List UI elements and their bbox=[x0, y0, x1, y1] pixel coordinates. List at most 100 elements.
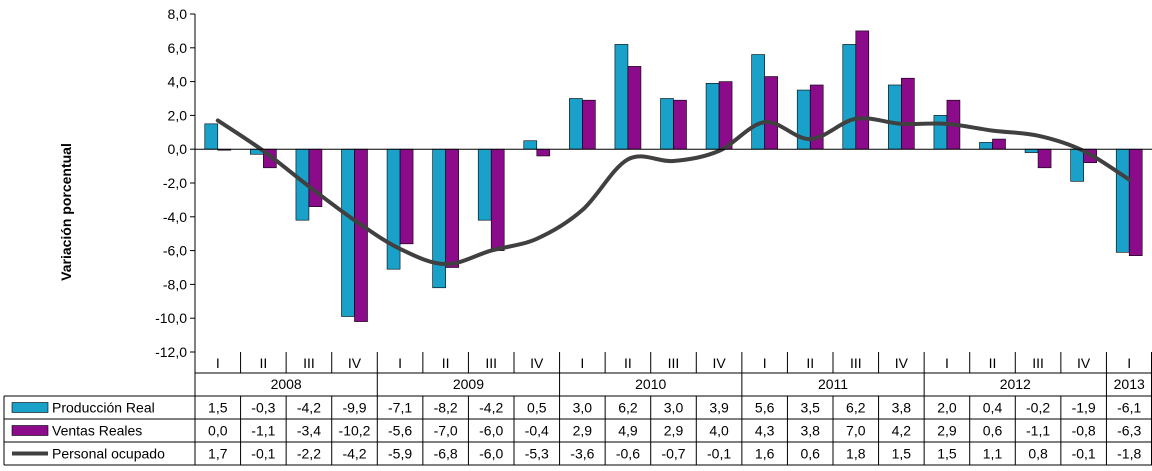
table-cell-value: -0,3 bbox=[251, 400, 275, 416]
table-cell-value: 1,8 bbox=[846, 446, 866, 462]
quarter-label: I bbox=[1127, 355, 1131, 371]
y-tick-label: -6,0 bbox=[163, 243, 187, 259]
quarter-label: I bbox=[398, 355, 402, 371]
quarter-label: IV bbox=[712, 355, 726, 371]
table-cell-value: 4,2 bbox=[892, 423, 912, 439]
table-cell-value: 3,8 bbox=[800, 423, 820, 439]
quarter-label: IV bbox=[530, 355, 544, 371]
bar-produccion-real bbox=[1070, 148, 1084, 182]
quarter-label: III bbox=[485, 355, 497, 371]
quarter-label: II bbox=[806, 355, 814, 371]
bar-ventas-reales bbox=[582, 99, 596, 150]
table-cell-value: -1,9 bbox=[1072, 400, 1096, 416]
bar-produccion-real bbox=[204, 123, 219, 150]
table-cell-value: -5,9 bbox=[388, 446, 412, 462]
table-cell-value: 0,5 bbox=[527, 400, 547, 416]
legend-key-swatch bbox=[11, 402, 49, 413]
table-cell-value: 0,0 bbox=[208, 423, 228, 439]
y-tick-label: -10,0 bbox=[155, 310, 187, 326]
table-cell-value: 4,0 bbox=[709, 423, 729, 439]
quarter-label: II bbox=[442, 355, 450, 371]
table-cell-value: 6,2 bbox=[846, 400, 866, 416]
table-cell-value: -8,2 bbox=[434, 400, 458, 416]
table-cell-value: -10,2 bbox=[339, 423, 371, 439]
bar-produccion-real bbox=[477, 148, 492, 221]
table-cell-value: -0,7 bbox=[661, 446, 685, 462]
table-cell-value: -2,2 bbox=[297, 446, 321, 462]
table-cell-value: -4,2 bbox=[479, 400, 503, 416]
table-cell-value: -5,6 bbox=[388, 423, 412, 439]
table-cell-value: 0,4 bbox=[983, 400, 1003, 416]
table-cell-value: -0,1 bbox=[707, 446, 731, 462]
year-label: 2009 bbox=[453, 376, 484, 392]
quarter-label: II bbox=[624, 355, 632, 371]
table-cell-value: 7,0 bbox=[846, 423, 866, 439]
table-cell-value: 1,5 bbox=[208, 400, 228, 416]
table-cell-value: 3,5 bbox=[800, 400, 820, 416]
quarter-label: I bbox=[216, 355, 220, 371]
quarter-label: III bbox=[668, 355, 680, 371]
quarter-label: IV bbox=[1077, 355, 1091, 371]
table-cell-value: 3,0 bbox=[664, 400, 684, 416]
quarter-label: II bbox=[259, 355, 267, 371]
table-cell-value: -5,3 bbox=[525, 446, 549, 462]
bar-produccion-real bbox=[432, 148, 446, 289]
table-cell-value: -6,8 bbox=[434, 446, 458, 462]
table-cell-value: 2,9 bbox=[937, 423, 957, 439]
year-label: 2012 bbox=[1000, 376, 1031, 392]
quarter-label: IV bbox=[348, 355, 362, 371]
table-cell-value: -7,0 bbox=[434, 423, 458, 439]
bar-ventas-reales bbox=[764, 76, 778, 150]
table-cell-value: -4,2 bbox=[297, 400, 321, 416]
bar-ventas-reales bbox=[627, 66, 642, 150]
bar-ventas-reales bbox=[992, 138, 1006, 150]
bar-ventas-reales bbox=[1037, 148, 1052, 169]
table-cell-value: -6,3 bbox=[1117, 423, 1141, 439]
bar-produccion-real bbox=[523, 140, 538, 150]
table-cell-value: 5,6 bbox=[755, 400, 775, 416]
table-cell-value: 0,6 bbox=[983, 423, 1003, 439]
legend-entry: Personal ocupado bbox=[52, 446, 165, 462]
bar-produccion-real bbox=[569, 98, 583, 150]
bar-produccion-real bbox=[888, 84, 902, 150]
year-label: 2010 bbox=[635, 376, 666, 392]
table-cell-value: -0,1 bbox=[251, 446, 275, 462]
bar-ventas-reales bbox=[536, 148, 551, 157]
legend-entry: Producción Real bbox=[52, 400, 155, 416]
bar-produccion-real bbox=[614, 44, 629, 150]
table-cell-value: -0,6 bbox=[616, 446, 640, 462]
bar-produccion-real bbox=[1024, 148, 1039, 153]
bar-ventas-reales bbox=[354, 148, 368, 322]
table-cell-value: 0,8 bbox=[1028, 446, 1048, 462]
y-tick-label: 0,0 bbox=[168, 141, 188, 157]
bar-ventas-reales bbox=[901, 77, 915, 150]
table-cell-value: -0,4 bbox=[525, 423, 549, 439]
table-cell-value: 4,3 bbox=[755, 423, 775, 439]
quarter-label: II bbox=[989, 355, 997, 371]
table-cell-value: 2,9 bbox=[664, 423, 684, 439]
table-cell-value: -0,1 bbox=[1072, 446, 1096, 462]
year-label: 2008 bbox=[271, 376, 302, 392]
y-tick-label: -12,0 bbox=[155, 344, 187, 360]
bar-produccion-real bbox=[705, 82, 720, 150]
year-label: 2011 bbox=[818, 376, 848, 392]
y-tick-label: 2,0 bbox=[168, 107, 188, 123]
y-tick-label: 6,0 bbox=[168, 40, 188, 56]
quarter-label: I bbox=[945, 355, 949, 371]
bar-produccion-real bbox=[979, 142, 993, 150]
table-cell-value: 3,8 bbox=[892, 400, 912, 416]
table-cell-value: -0,2 bbox=[1026, 400, 1050, 416]
table-cell-value: -0,8 bbox=[1072, 423, 1096, 439]
table-cell-value: 2,0 bbox=[937, 400, 957, 416]
bar-produccion-real bbox=[751, 54, 765, 150]
y-tick-label: 8,0 bbox=[168, 6, 188, 22]
table-cell-value: -1,8 bbox=[1117, 446, 1141, 462]
table-cell-value: 1,1 bbox=[983, 446, 1003, 462]
table-cell-value: -3,4 bbox=[297, 423, 321, 439]
table-cell-value: 1,6 bbox=[755, 446, 775, 462]
table-cell-value: -3,6 bbox=[570, 446, 594, 462]
y-axis-label: Variación porcentual bbox=[58, 143, 74, 281]
table-cell-value: -1,1 bbox=[251, 423, 275, 439]
